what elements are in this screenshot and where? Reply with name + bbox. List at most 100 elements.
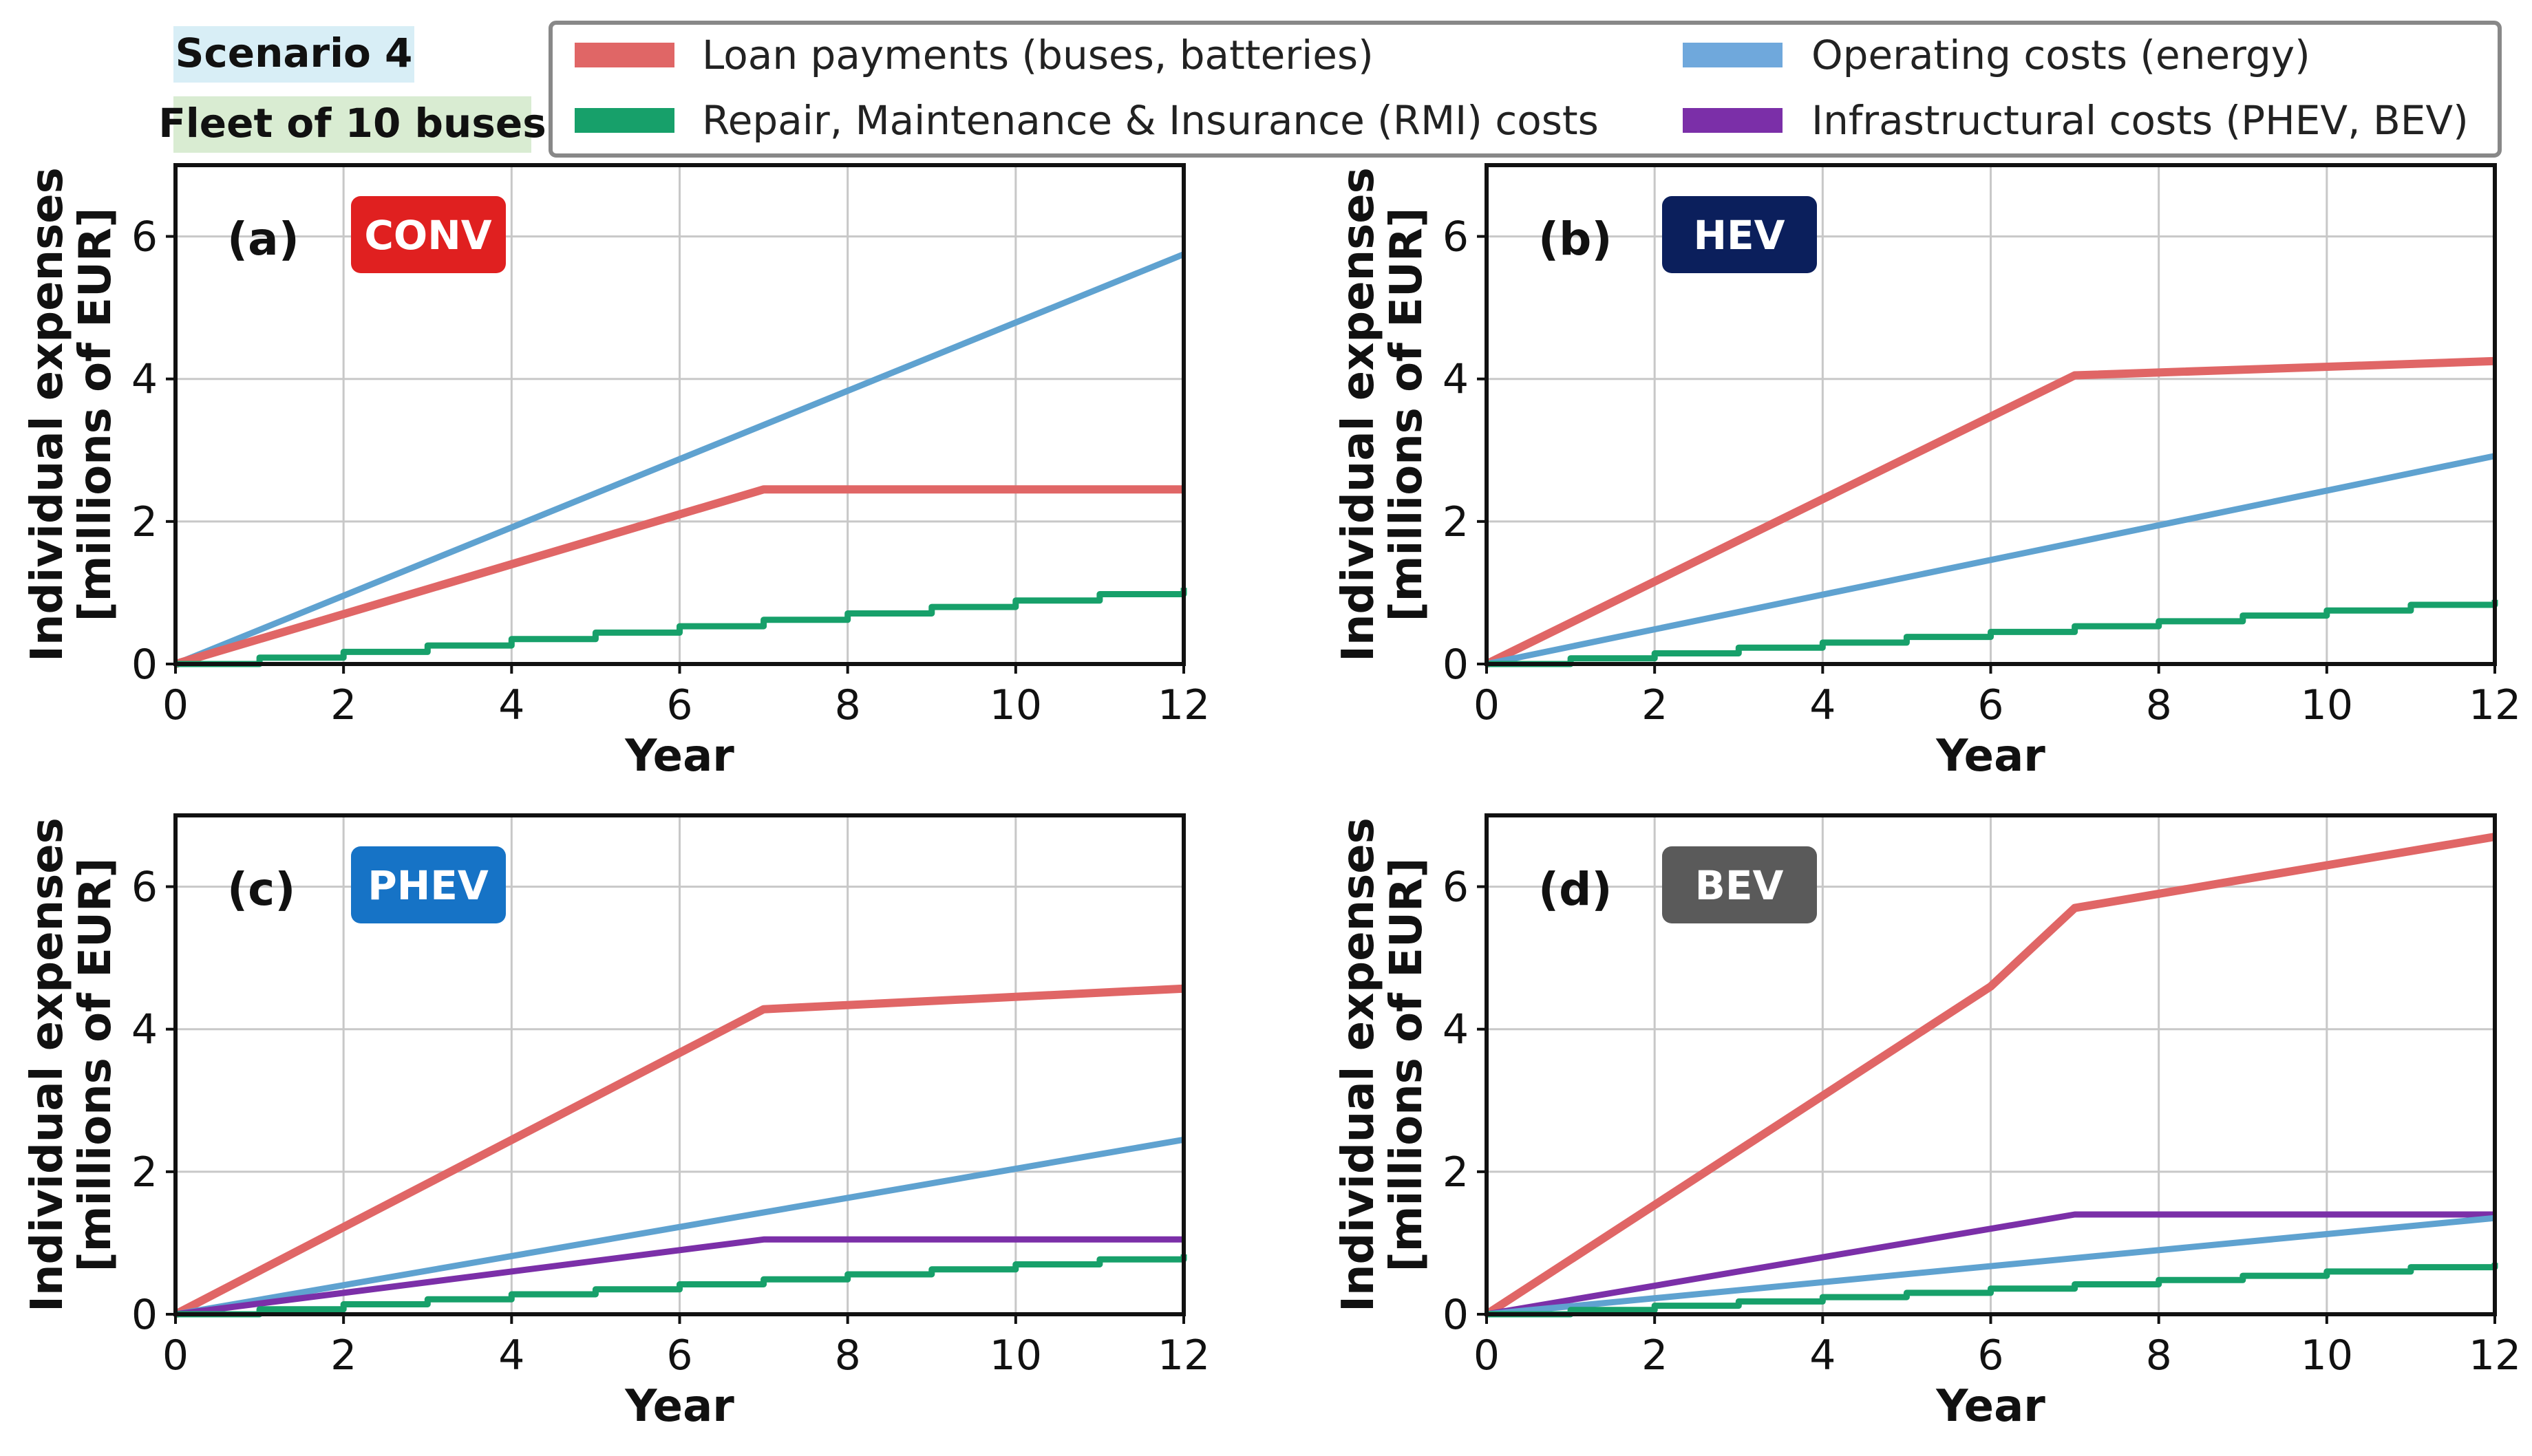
legend-label-operating: Operating costs (energy) [1811,32,2310,78]
series-line-operating [175,1136,1184,1318]
y-tick-label: 0 [131,641,158,689]
y-tick-label: 0 [1443,641,1469,689]
series-line-rmi [175,588,1187,667]
badge-label-a: CONV [364,212,491,259]
y-tick-label: 6 [1443,213,1469,261]
y-axis-label: Individual expenses [22,817,73,1312]
legend-label-infra: Infrastructural costs (PHEV, BEV) [1811,97,2469,144]
y-axis-label: Individual expenses [22,167,73,662]
series-line-loan [173,984,1184,1318]
y-tick-label: 6 [1443,864,1469,912]
legend-swatch-loan [575,43,674,67]
x-tick-label: 4 [1809,681,1836,729]
y-tick-label: 4 [131,1006,158,1054]
y-tick-label: 2 [1443,1148,1469,1197]
x-tick-label: 12 [2469,1331,2521,1380]
x-axis-label: Year [1935,731,2045,782]
y-tick-label: 4 [131,356,158,404]
series-line-loan [1485,356,2496,668]
x-tick-label: 6 [666,681,692,729]
panel-label-b: (b) [1538,213,1613,266]
badge-bg-c [351,846,506,923]
x-tick-label: 2 [1641,681,1668,729]
x-tick-label: 0 [162,681,189,729]
x-tick-label: 8 [2146,681,2172,729]
panel-label-a: (a) [227,213,299,266]
series-line-loan [174,485,1184,668]
x-tick-label: 6 [666,1331,692,1380]
x-tick-label: 12 [1158,681,1210,729]
x-tick-label: 2 [1641,1331,1668,1380]
legend-swatch-operating [1683,43,1783,67]
panel-label-d: (d) [1538,863,1613,916]
series-line-loan [1484,833,2496,1318]
x-axis-label: Year [624,1381,734,1432]
y-axis-label-units: [millions of EUR] [70,208,121,622]
y-tick-label: 6 [131,213,158,261]
y-tick-label: 4 [1443,356,1469,404]
y-tick-label: 0 [131,1291,158,1339]
y-axis-label-units: [millions of EUR] [1381,208,1432,622]
x-tick-label: 0 [1474,681,1500,729]
legend-swatch-infra [1683,108,1783,133]
y-axis-label: Individual expenses [1333,817,1384,1312]
x-tick-label: 10 [990,681,1042,729]
y-axis-label-units: [millions of EUR] [1381,858,1432,1272]
series-line-rmi [1487,599,2498,667]
fleet-tag: Fleet of 10 buses [158,100,546,147]
series-line-infra [1486,1211,2495,1318]
y-tick-label: 0 [1443,1291,1469,1339]
badge-label-b: HEV [1693,212,1785,259]
panel-label-c: (c) [227,863,295,916]
y-tick-label: 6 [131,864,158,912]
series-line-rmi [175,1254,1187,1318]
badge-label-d: BEV [1695,862,1784,909]
series-line-operating [174,251,1185,667]
x-tick-label: 12 [1158,1331,1210,1380]
x-axis-label: Year [1935,1381,2045,1432]
x-tick-label: 10 [990,1331,1042,1380]
series-line-operating [1486,1214,2496,1318]
x-tick-label: 2 [330,1331,357,1380]
x-axis-label: Year [624,731,734,782]
series-line-infra [175,1236,1184,1318]
y-axis-label: Individual expenses [1333,167,1384,662]
legend-swatch-rmi [575,108,674,133]
y-axis-label-units: [millions of EUR] [70,858,121,1272]
badge-bg-d [1662,846,1817,923]
legend: Loan payments (buses, batteries) Operati… [549,21,2502,158]
badge-bg-b [1662,196,1817,273]
series-line-rmi [1487,1263,2498,1318]
x-tick-label: 10 [2301,681,2353,729]
x-tick-label: 10 [2301,1331,2353,1380]
x-tick-label: 4 [1809,1331,1836,1380]
x-tick-label: 4 [498,681,524,729]
badge-label-c: PHEV [368,862,489,909]
x-tick-label: 12 [2469,681,2521,729]
x-tick-label: 0 [1474,1331,1500,1380]
badge-bg-a [351,196,506,273]
x-tick-label: 6 [1977,1331,2003,1380]
x-tick-label: 6 [1977,681,2003,729]
fleet-tag-bg [173,96,531,153]
y-tick-label: 2 [131,498,158,546]
x-tick-label: 2 [330,681,357,729]
legend-label-loan: Loan payments (buses, batteries) [702,32,1374,78]
y-tick-label: 4 [1443,1006,1469,1054]
x-tick-label: 8 [835,681,861,729]
y-tick-label: 2 [131,1148,158,1197]
scenario-tag-bg [173,26,414,83]
x-tick-label: 0 [162,1331,189,1380]
legend-frame [549,21,2502,158]
legend-label-rmi: Repair, Maintenance & Insurance (RMI) co… [702,97,1599,144]
x-tick-label: 4 [498,1331,524,1380]
scenario-tag: Scenario 4 [175,30,413,76]
series-line-operating [1486,453,2496,667]
y-tick-label: 2 [1443,498,1469,546]
x-tick-label: 8 [2146,1331,2172,1380]
